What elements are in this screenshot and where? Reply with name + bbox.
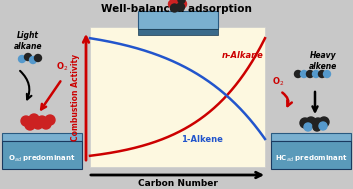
Text: Carbon Number: Carbon Number <box>138 180 217 188</box>
Text: Well-balanced adsorption: Well-balanced adsorption <box>101 4 252 14</box>
Circle shape <box>24 53 31 60</box>
Circle shape <box>313 123 321 131</box>
Circle shape <box>21 116 31 126</box>
Text: O$_2$: O$_2$ <box>272 76 284 88</box>
Circle shape <box>25 120 35 130</box>
Circle shape <box>179 0 186 8</box>
Circle shape <box>306 117 316 127</box>
Circle shape <box>304 123 312 131</box>
Circle shape <box>35 54 42 61</box>
Circle shape <box>168 0 176 8</box>
Text: 1-Alkene: 1-Alkene <box>181 135 223 143</box>
Circle shape <box>306 70 313 77</box>
Circle shape <box>29 114 39 124</box>
Circle shape <box>33 119 43 129</box>
Circle shape <box>37 116 47 126</box>
Bar <box>271 133 351 141</box>
Bar <box>90 27 265 167</box>
Circle shape <box>313 118 323 128</box>
Circle shape <box>178 0 185 4</box>
Bar <box>138 29 217 35</box>
Text: Combustion Activity: Combustion Activity <box>72 53 80 141</box>
Circle shape <box>176 3 185 11</box>
Bar <box>2 141 82 169</box>
Circle shape <box>174 0 181 6</box>
Circle shape <box>173 0 180 2</box>
Text: O$_{ad}$ predominant: O$_{ad}$ predominant <box>8 154 76 164</box>
Circle shape <box>41 119 51 129</box>
Text: HC$_{ad}$ predominant: HC$_{ad}$ predominant <box>275 154 347 164</box>
Circle shape <box>18 56 25 63</box>
Bar <box>138 11 217 29</box>
Circle shape <box>319 122 327 130</box>
Bar <box>2 133 82 141</box>
Circle shape <box>170 4 179 12</box>
Text: O$_2$: O$_2$ <box>56 61 68 73</box>
Circle shape <box>45 115 55 125</box>
Circle shape <box>300 70 307 77</box>
Circle shape <box>300 118 310 128</box>
Circle shape <box>312 70 319 77</box>
Circle shape <box>323 70 330 77</box>
Text: n-Alkane: n-Alkane <box>221 50 263 60</box>
Text: Light
alkane: Light alkane <box>14 31 42 51</box>
Text: Heavy
alkene: Heavy alkene <box>309 51 337 71</box>
Bar <box>271 141 351 169</box>
Circle shape <box>30 57 36 64</box>
Circle shape <box>294 70 301 77</box>
Circle shape <box>319 117 329 127</box>
Circle shape <box>318 70 325 77</box>
